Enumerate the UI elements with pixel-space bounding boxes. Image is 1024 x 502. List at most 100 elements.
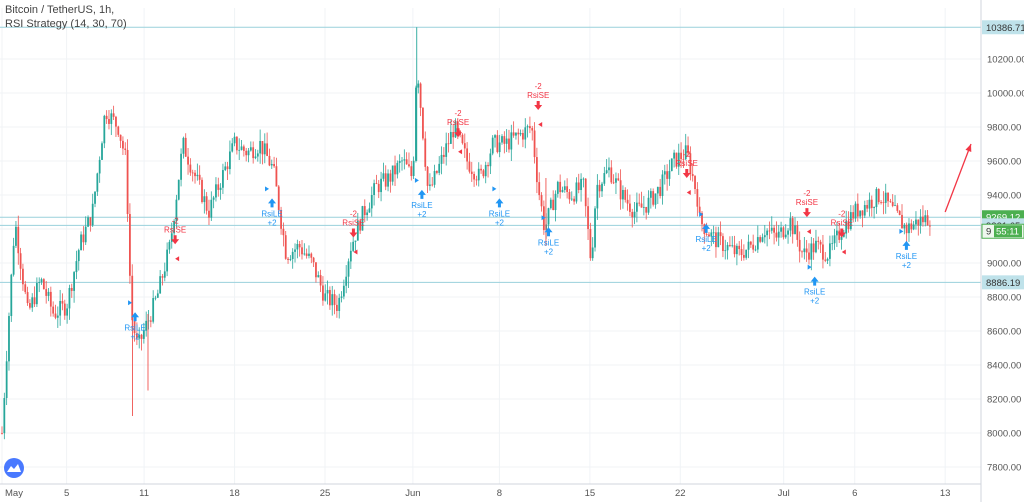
candle-body [119,134,122,141]
marker-icon [541,215,546,221]
candle-body [559,181,562,193]
horizontal-levels [0,26,981,283]
candle-body [175,199,178,222]
arrow-up-icon [902,240,911,250]
long-entry-signal: RsiLE+2 [896,228,917,270]
candle-body [496,135,499,153]
candle-body [580,178,582,191]
candle-body [724,250,727,252]
candle-body [654,193,657,205]
marker-icon [414,177,419,183]
candle-body [731,245,734,247]
short-entry-signal: RsiSE-2 [676,150,698,195]
candle-body [238,149,241,151]
candle-body [17,226,20,254]
candle-body [601,183,603,192]
candle-body [466,148,469,162]
candle-body [324,293,327,301]
candle-body [859,210,862,217]
candle-body [291,251,294,260]
candle-body [487,164,489,167]
time-axis[interactable]: May 5 11 18 25 Jun 8 15 22 Jul 6 13 [0,483,981,499]
candle-body [533,130,536,158]
x-tick-label: 6 [852,488,857,499]
signal-label: RsiLE [261,209,282,218]
candle-body [638,202,641,204]
candle-body [435,171,438,173]
candle-body [352,241,355,251]
candle-body [82,234,85,243]
signal-qty: -2 [172,216,180,225]
candle-body [298,243,301,248]
projection-line [944,143,972,213]
tradingview-logo-icon[interactable] [4,458,24,478]
candle-body [184,137,187,157]
candle-body [896,205,899,211]
candle-body [70,287,73,291]
y-tick-label: 10200.00 [987,55,1024,66]
candle-body [498,142,501,153]
candle-body [917,219,920,226]
candle-body [394,165,396,175]
candle-body [342,285,345,297]
strategy-title[interactable]: RSI Strategy (14, 30, 70) [5,18,127,30]
candle-body [647,197,650,213]
candle-body [12,245,15,275]
long-entry-signal: RsiLE+2 [538,215,559,256]
candle-body [368,208,371,213]
candle-body [624,189,627,200]
candle-body [319,275,322,286]
marker-icon [538,122,543,127]
candle-body [224,166,227,171]
candle-body [570,198,573,200]
candle-body [675,152,678,167]
candle-body [40,279,43,283]
candle-body [733,245,736,255]
candle-body [852,212,855,219]
candle-body [870,199,873,209]
candle-body [477,168,480,181]
candle-body [152,298,155,322]
candle-body [726,244,729,251]
price-axis[interactable]: 7800.00 8000.00 8200.00 8400.00 8600.00 8800.… [980,0,1024,502]
candle-body [880,202,882,203]
candle-body [387,173,389,187]
candle-body [77,250,80,262]
candle-body [596,184,599,209]
candle-body [689,153,692,174]
x-tick-label: 11 [139,488,149,499]
candle-body [180,153,182,180]
candle-body [670,158,673,172]
price-tag [982,275,1024,290]
y-tick-label: 9800.00 [987,123,1021,134]
candle-body [389,173,392,182]
candle-body [75,261,78,273]
candle-body [96,173,99,192]
candle-body [703,224,706,234]
candle-body [89,217,92,226]
candle-body [66,308,69,316]
candle-body [715,232,717,248]
x-tick-label: 22 [675,488,686,499]
candle-body [729,244,731,246]
candle-body [847,221,850,230]
candle-body [535,157,538,183]
symbol-title[interactable]: Bitcoin / TetherUS, 1h, [5,4,115,16]
candle-body [540,195,543,207]
candle-body [905,224,908,234]
candle-body [133,320,136,334]
candle-body [49,291,52,307]
candle-body [782,227,785,238]
candle-body [391,165,394,182]
candle-body [208,210,210,218]
signal-label: RsiLE [804,288,825,297]
candle-body [417,83,420,88]
candle-body [424,138,427,167]
candle-body [1,433,3,434]
candle-body [31,297,34,308]
candle-body [380,178,382,193]
x-tick-label: 15 [585,488,596,499]
candle-body [163,271,166,278]
candle-body [873,207,875,209]
